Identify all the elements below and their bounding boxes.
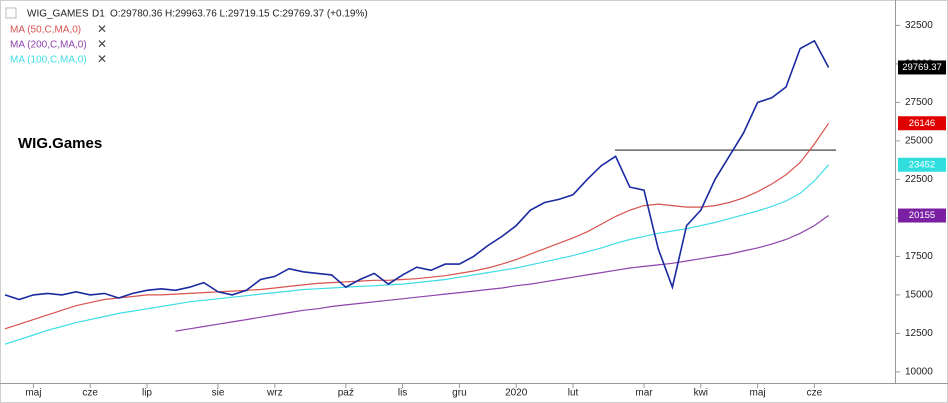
x-tick-label: lip (142, 388, 152, 399)
symbol: WIG_GAMES (27, 9, 89, 20)
x-tick-label: cze (807, 388, 823, 399)
legend-label: MA (200,C,MA,0) (10, 40, 87, 51)
price-tag (898, 157, 946, 172)
y-tick-label: 25000 (905, 136, 933, 147)
price-tag (898, 60, 946, 75)
y-tick-label: 32500 (905, 20, 933, 31)
y-tick-label: 17500 (905, 251, 933, 262)
x-tick-label: mar (635, 388, 653, 399)
legend-remove[interactable]: ✕ (97, 37, 107, 51)
x-tick-label: kwi (694, 388, 708, 399)
x-tick-label: maj (750, 388, 766, 399)
y-tick-label: 15000 (905, 290, 933, 301)
y-tick-label: 10000 (905, 367, 933, 378)
annotation: WIG.Games (18, 135, 102, 152)
x-tick-label: maj (25, 388, 41, 399)
x-tick-label: lis (398, 388, 407, 399)
y-tick-label: 22500 (905, 174, 933, 185)
price-tag-label: 29769.37 (902, 62, 942, 73)
x-tick-label: paź (338, 388, 354, 399)
price-line (4, 39, 830, 301)
price-tag (898, 116, 946, 131)
ma-line (4, 122, 830, 330)
price-tag-label: 23452 (909, 159, 935, 170)
ma-line (4, 164, 830, 345)
quote: O:29780.36 H:29963.76 L:29719.15 C:29769… (110, 9, 368, 20)
timeframe: D1 (92, 9, 105, 20)
y-tick-label: 12500 (905, 328, 933, 339)
price-tag (898, 208, 946, 223)
legend-remove[interactable]: ✕ (97, 22, 107, 36)
ma-line (175, 215, 829, 332)
x-tick-label: wrz (266, 388, 283, 399)
legend-label: MA (100,C,MA,0) (10, 55, 87, 66)
y-tick-label: 27500 (905, 97, 933, 108)
collapse-box[interactable] (5, 7, 17, 19)
x-tick-label: lut (568, 388, 579, 399)
x-tick-label: cze (82, 388, 98, 399)
price-tag-label: 26146 (909, 118, 935, 129)
legend-label: MA (50,C,MA,0) (10, 25, 81, 36)
x-tick-label: gru (452, 388, 466, 399)
x-tick-label: sie (212, 388, 225, 399)
x-tick-label: 2020 (505, 388, 528, 399)
legend-remove[interactable]: ✕ (97, 52, 107, 66)
price-tag-label: 20155 (909, 210, 935, 221)
